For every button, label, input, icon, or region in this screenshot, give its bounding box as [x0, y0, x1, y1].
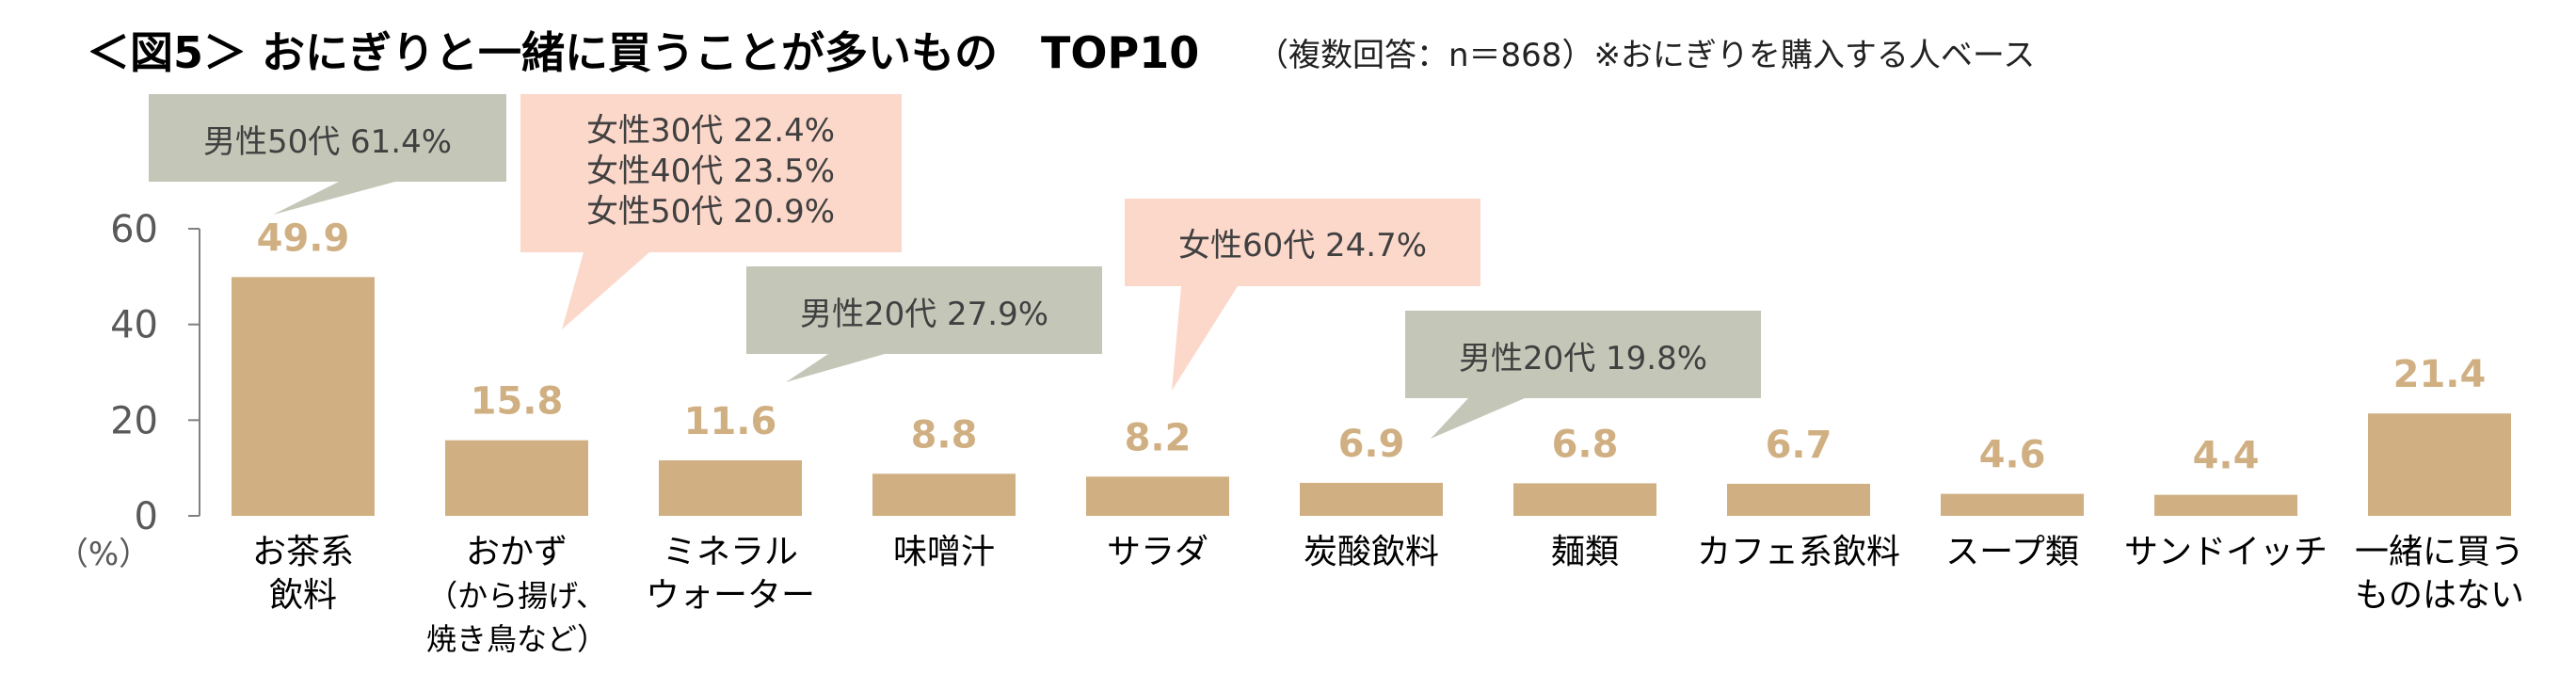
category-label: 飲料 — [269, 576, 337, 615]
y-axis: 0 20 40 60 — [110, 208, 200, 538]
callout-label: 男性20代 27.9% — [800, 296, 1048, 333]
category-label: 炭酸飲料 — [1304, 533, 1439, 571]
category-label: ウォーター — [646, 576, 815, 615]
callout-female: 女性30代 22.4%女性40代 23.5%女性50代 20.9% — [520, 94, 902, 329]
bar — [2154, 494, 2297, 516]
y-tick-label: 40 — [110, 304, 158, 347]
bar-value-label: 4.4 — [2193, 435, 2260, 478]
chart-subtitle: （複数回答：n＝868）※おにぎりを購入する人ベース — [1256, 37, 2035, 74]
category-label: おかず — [466, 533, 568, 571]
callout-label: 女性60代 24.7% — [1178, 227, 1427, 265]
bar-value-label: 4.6 — [1979, 434, 2046, 477]
category-label: 焼き鳥など） — [426, 621, 607, 657]
callout-box — [1405, 311, 1761, 398]
bar-value-label: 15.8 — [471, 380, 564, 424]
callout-male: 男性50代 61.4% — [149, 94, 506, 215]
y-unit-label: （%） — [56, 536, 151, 573]
bar-value-label: 21.4 — [2393, 353, 2487, 396]
y-tick-label: 20 — [110, 399, 158, 442]
category-label: 味噌汁 — [893, 533, 995, 571]
y-tick-label: 60 — [110, 208, 158, 251]
callout-male: 男性20代 27.9% — [746, 266, 1102, 382]
category-label: 一緒に買う — [2355, 533, 2524, 571]
callout-box — [746, 266, 1102, 354]
value-label-layer: 49.9 15.8 11.6 8.8 8.2 6.9 6.8 6.7 4.6 4.4 21.4 — [257, 217, 2487, 477]
category-label: カフェ系飲料 — [1697, 533, 1900, 571]
bar — [1513, 483, 1656, 516]
callout-layer: 男性50代 61.4% 女性30代 22.4%女性40代 23.5%女性50代 2… — [149, 94, 1761, 439]
callout-tail — [562, 252, 649, 329]
callout-box — [520, 94, 902, 252]
callout-female: 女性60代 24.7% — [1125, 199, 1480, 391]
bar — [1727, 483, 1870, 516]
category-label: （から揚げ、 — [427, 578, 606, 614]
bar — [445, 440, 588, 516]
category-label: お茶系 — [252, 533, 354, 571]
category-label: ものはない — [2355, 576, 2524, 615]
callout-label: 女性50代 20.9% — [586, 193, 835, 231]
y-tick-label: 0 — [135, 495, 158, 538]
callout-box — [1125, 199, 1480, 286]
callout-tail — [1431, 398, 1525, 439]
bar — [872, 473, 1016, 516]
bar-value-label: 6.9 — [1338, 423, 1405, 466]
category-label: ミネラル — [663, 533, 798, 571]
callout-label: 男性20代 19.8% — [1459, 340, 1707, 377]
bar-layer — [232, 277, 2511, 516]
bar — [1086, 476, 1229, 516]
callout-label: 女性30代 22.4% — [586, 112, 835, 150]
bar-value-label: 6.8 — [1552, 423, 1619, 466]
bar-value-label: 8.8 — [911, 413, 978, 457]
bar — [232, 277, 375, 516]
callout-box — [149, 94, 506, 182]
bar-value-label: 8.2 — [1125, 416, 1192, 459]
callout-male: 男性20代 19.8% — [1405, 311, 1761, 439]
bar — [659, 460, 802, 516]
chart-title: ＜図5＞ おにぎりと一緒に買うことが多いもの TOP10 — [87, 27, 1199, 78]
bar-value-label: 6.7 — [1766, 424, 1832, 467]
bar-value-label: 11.6 — [684, 400, 777, 443]
bar-value-label: 49.9 — [257, 217, 350, 260]
bar — [1941, 493, 2084, 516]
callout-tail — [273, 182, 395, 215]
category-label: スープ類 — [1945, 533, 2079, 571]
category-label: サラダ — [1107, 533, 1208, 571]
callout-label: 女性40代 23.5% — [586, 152, 835, 190]
bar — [2368, 413, 2511, 516]
bar — [1300, 482, 1443, 516]
category-label: 麺類 — [1551, 533, 1619, 571]
category-label: サンドイッチ — [2124, 533, 2328, 571]
callout-label: 男性50代 61.4% — [203, 123, 452, 161]
callout-tail — [1172, 286, 1238, 391]
callout-tail — [786, 354, 885, 382]
